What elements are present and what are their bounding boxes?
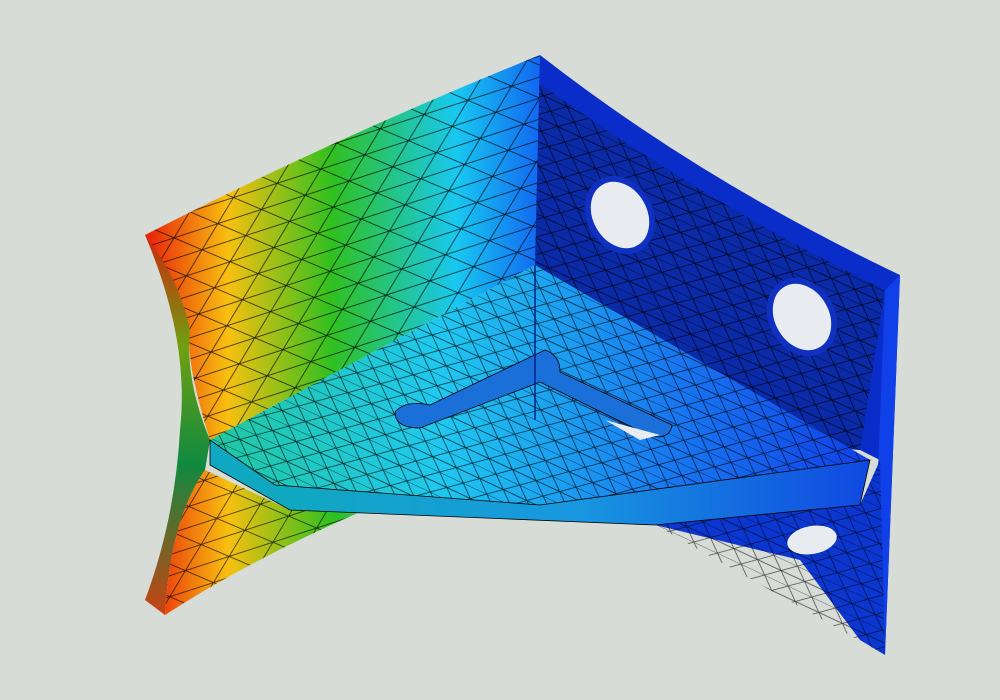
mesh xyxy=(210,265,870,505)
left-wall-edge xyxy=(145,235,210,615)
mesh xyxy=(145,55,540,440)
mesh xyxy=(655,460,885,655)
mesh xyxy=(165,470,360,615)
plate-edge xyxy=(209,439,871,526)
hole xyxy=(787,525,837,555)
hole xyxy=(584,175,656,255)
hole xyxy=(766,277,838,357)
slot xyxy=(394,349,673,438)
slot-opening xyxy=(605,420,660,440)
